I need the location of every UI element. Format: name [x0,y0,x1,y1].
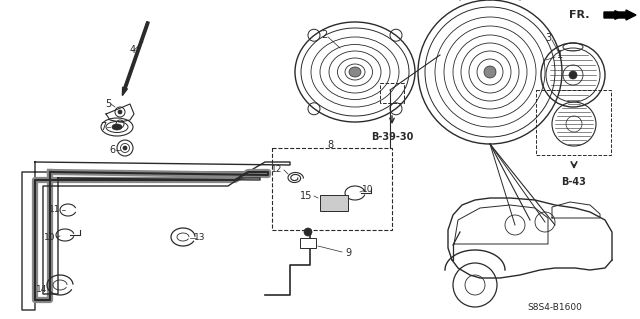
Bar [300,238,316,248]
Text: 10: 10 [44,233,55,241]
FancyArrow shape [604,10,636,20]
Ellipse shape [349,67,361,77]
Text: FR.: FR. [570,10,590,20]
Text: 3: 3 [545,33,551,43]
Text: 7: 7 [100,122,106,132]
Circle shape [304,228,312,236]
Text: 8: 8 [327,140,333,150]
Text: 6: 6 [109,145,115,155]
Text: 4: 4 [130,45,136,55]
Text: B-43: B-43 [561,177,586,187]
Text: 12: 12 [271,166,282,174]
Text: 15: 15 [300,191,312,201]
Text: 11: 11 [49,205,60,214]
Text: 1: 1 [557,50,563,60]
Circle shape [569,71,577,79]
Text: 5: 5 [105,99,111,109]
Text: 9: 9 [345,248,351,258]
Text: S8S4-B1600: S8S4-B1600 [527,302,582,311]
Circle shape [118,110,122,114]
Text: 14: 14 [36,285,47,293]
Circle shape [123,146,127,150]
Ellipse shape [112,124,122,130]
Circle shape [484,66,496,78]
Text: 2: 2 [321,30,327,40]
Text: 13: 13 [195,234,205,242]
FancyArrow shape [122,22,149,96]
Text: B-39-30: B-39-30 [371,132,413,142]
Bar [320,195,348,211]
Text: 10: 10 [362,186,374,195]
